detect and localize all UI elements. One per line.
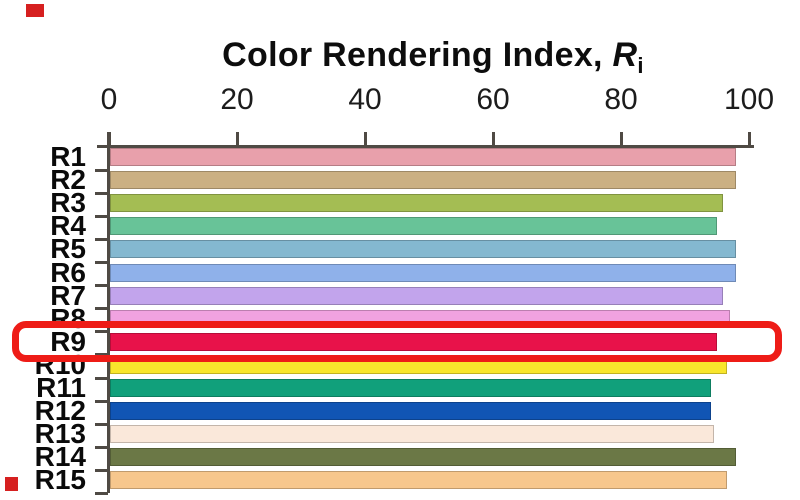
bar-r9 [110,332,717,351]
x-axis-line [97,145,754,148]
bar-r14 [110,448,736,467]
y-tick-mark-15 [95,492,108,495]
bar-r2 [110,171,736,190]
x-tick-mark-40 [364,132,367,146]
r9-highlight-box [12,321,782,362]
row-label-r11: R11 [36,372,86,403]
chart-title-symbol: R [612,36,638,74]
bar-r3 [110,194,723,213]
row-label-r4: R4 [50,210,86,242]
row-label-r9: R9 [50,325,86,357]
bar-r4 [110,217,717,236]
bar-r15 [110,471,727,490]
x-tick-mark-100 [748,132,751,146]
x-tick-label-100: 100 [723,83,775,116]
x-tick-label-60: 60 [476,83,510,116]
y-tick-mark-4 [95,237,108,241]
y-tick-mark-11 [95,399,108,403]
row-label-r10: R10 [34,348,86,380]
y-tick-mark-5 [95,261,108,264]
row-label-r8: R8 [50,302,86,334]
row-label-r5: R5 [50,233,86,265]
row-label-r12: R12 [34,395,86,427]
chart-title-text: Color Rendering Index, [222,36,613,74]
bar-r5 [110,240,736,259]
chart-title: Color Rendering Index, Ri [33,36,800,79]
bar-r1 [110,148,736,166]
row-label-r15: R15 [34,464,86,496]
y-axis-line [107,132,110,493]
row-label-r2: R2 [50,164,86,196]
bar-r12 [110,402,711,421]
row-label-r3: R3 [50,187,86,219]
x-tick-label-0: 0 [100,83,118,116]
x-tick-mark-0 [108,132,111,146]
red-corner-mark-bottom-left [5,477,18,491]
x-tick-mark-80 [620,132,623,146]
row-label-r7: R7 [50,279,86,311]
y-tick-mark-10 [95,376,108,380]
x-tick-label-80: 80 [604,83,638,116]
y-tick-mark-12 [95,422,108,426]
bar-r7 [110,286,723,305]
row-label-r6: R6 [50,256,86,288]
y-tick-mark-9 [95,353,108,357]
row-label-r13: R13 [34,418,86,450]
x-tick-label-20: 20 [220,83,254,116]
x-tick-label-40: 40 [348,83,382,116]
red-corner-mark-top-left [26,4,44,17]
x-tick-mark-60 [492,132,495,146]
y-tick-mark-2 [95,191,108,195]
bar-r6 [110,263,736,282]
y-tick-mark-8 [95,330,108,334]
bar-r13 [110,425,714,444]
y-tick-mark-6 [95,284,108,288]
y-tick-mark-1 [95,168,108,172]
chart-title-subscript: i [637,53,644,78]
row-label-r14: R14 [34,441,86,473]
y-tick-mark-14 [95,468,108,472]
y-tick-mark-13 [95,445,108,449]
bar-r11 [110,379,711,397]
row-label-r1: R1 [50,141,86,172]
y-tick-mark-7 [95,307,108,311]
y-tick-mark-3 [95,214,108,218]
x-tick-mark-20 [236,132,239,146]
